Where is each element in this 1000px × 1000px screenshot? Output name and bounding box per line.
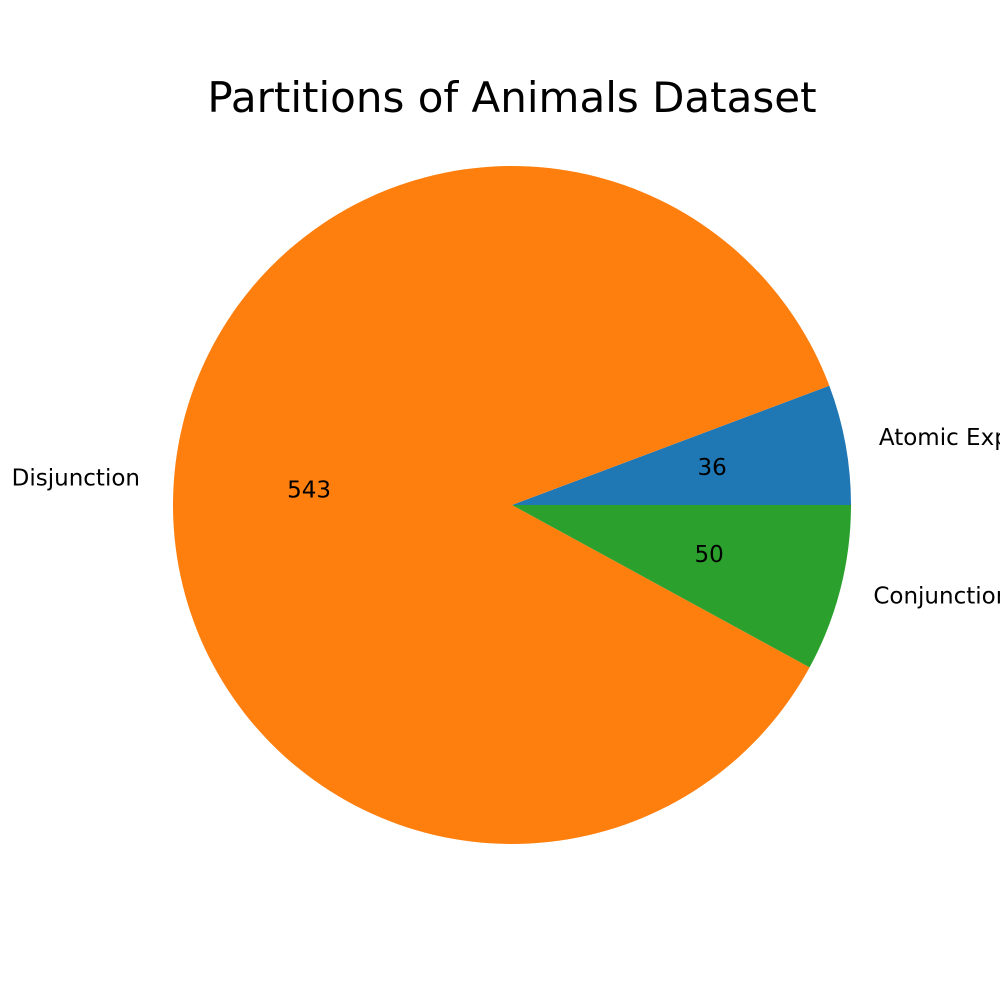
chart-title: Partitions of Animals Dataset (207, 73, 816, 122)
slice-label-disjunction: Disjunction (12, 465, 140, 491)
slice-value-atomic-expression: 36 (697, 455, 726, 481)
slice-value-disjunction: 543 (287, 477, 331, 503)
slice-label-conjunction: Conjunction (873, 584, 1000, 610)
pie-slice-conjunction (512, 505, 851, 668)
pie-labels: Atomic Expression 36 Disjunction 543 Conjunc… (12, 425, 1000, 610)
pie-slice-disjunction (173, 166, 830, 845)
slice-value-conjunction: 50 (694, 542, 723, 568)
pie-slice-atomic-expression (512, 385, 851, 505)
pie-slices (173, 166, 851, 845)
slice-label-atomic-expression: Atomic Expression (879, 425, 1000, 451)
